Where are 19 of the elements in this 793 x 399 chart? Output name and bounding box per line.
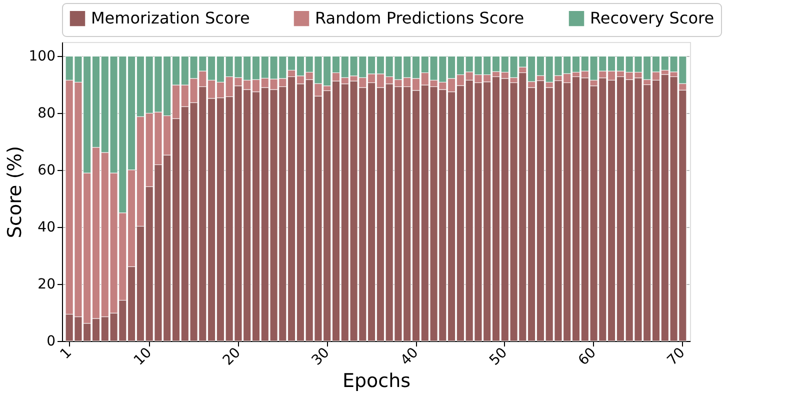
x-tick-label: 60 — [576, 344, 600, 369]
x-tick-label: 50 — [486, 344, 511, 369]
y-tick-label: 0 — [46, 334, 56, 350]
legend-label: Recovery Score — [590, 8, 714, 28]
legend-label: Memorization Score — [91, 8, 250, 28]
legend-label: Random Predictions Score — [315, 8, 524, 28]
x-axis-title: Epochs — [342, 370, 411, 392]
x-tick-label: 20 — [220, 344, 244, 369]
x-tick-label: 30 — [308, 344, 333, 369]
y-axis-title: Score (%) — [4, 146, 26, 238]
x-tick-label: 40 — [398, 344, 422, 369]
x-tick-label: 70 — [664, 344, 688, 369]
y-tick-label: 40 — [38, 220, 56, 236]
x-tick-label: 10 — [131, 344, 155, 369]
y-tick-label: 20 — [38, 276, 56, 293]
y-tick-label: 80 — [38, 106, 56, 122]
x-tick-label: 1 — [57, 344, 75, 362]
y-tick-label: 100 — [28, 48, 56, 65]
y-tick-label: 60 — [38, 162, 56, 179]
